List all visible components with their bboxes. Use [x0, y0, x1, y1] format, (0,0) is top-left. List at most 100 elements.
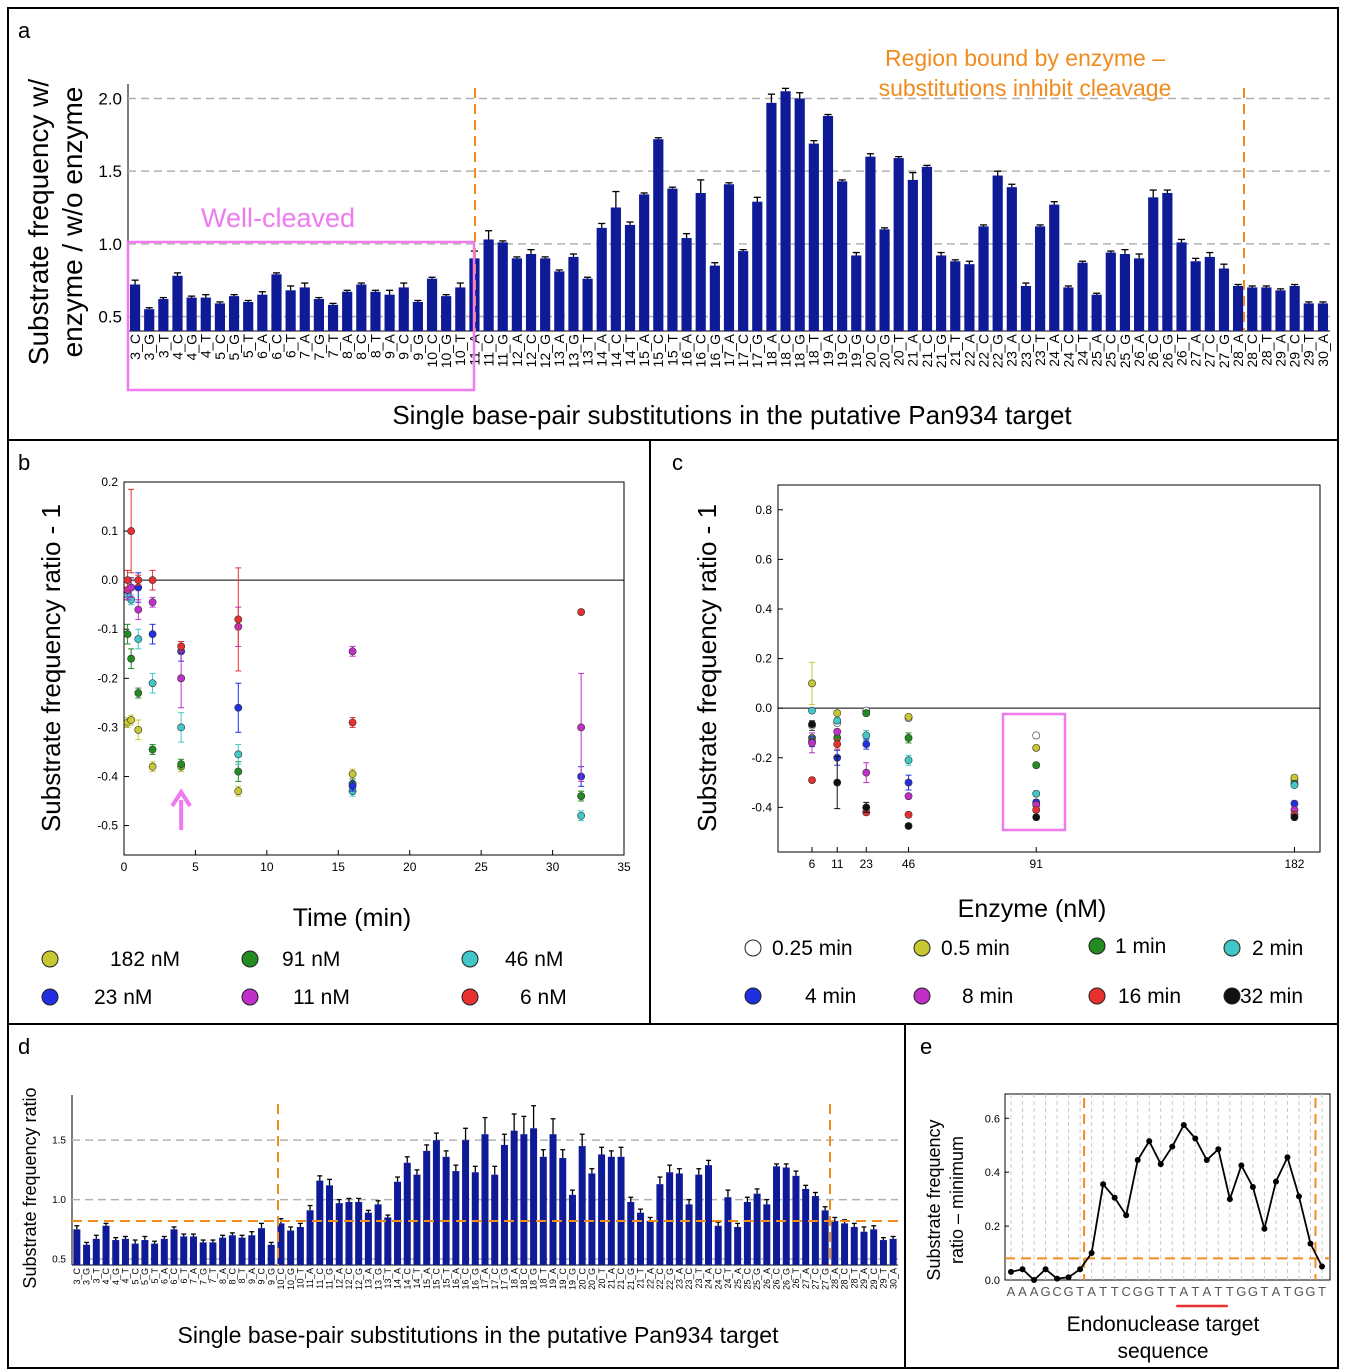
bar [539, 1156, 547, 1265]
data-point [1290, 781, 1299, 789]
data-point [904, 712, 913, 721]
panel-label-a: a [18, 18, 31, 43]
bar [743, 1201, 751, 1265]
x-tick-label: 26_T [791, 1267, 801, 1288]
highlight-box [1001, 712, 1067, 832]
bar [129, 284, 141, 331]
x-tick-label: 15_T [441, 1267, 451, 1288]
bar [180, 1236, 188, 1265]
y-tick-label: -0.4 [97, 769, 118, 783]
data-point [127, 716, 136, 724]
x-tick-label: 21_C [616, 1267, 626, 1289]
legend-marker [1088, 937, 1106, 955]
bar [1119, 253, 1131, 331]
bar [646, 1221, 654, 1265]
x-tick-label: 3_C [72, 1268, 82, 1285]
y-tick-label: 0.0 [755, 701, 772, 715]
sequence-letter: A [1202, 1284, 1211, 1299]
x-tick-label: 5_T [240, 334, 256, 359]
legend-label: 23 nM [94, 986, 152, 1009]
bar [257, 1228, 265, 1265]
bar [520, 1134, 528, 1265]
bar [83, 1244, 91, 1265]
data-point [1192, 1135, 1199, 1142]
data-point [234, 750, 243, 759]
x-tick-label: 19_A [820, 333, 836, 366]
sequence-letter: T [1283, 1284, 1291, 1299]
x-tick-label: 21_A [606, 1268, 616, 1289]
legend-marker [744, 939, 762, 957]
x-tick-label: 29_A [1272, 333, 1288, 366]
legend-label: 182 nM [110, 948, 180, 971]
legend-label: 46 nM [505, 948, 563, 971]
data-point [904, 778, 913, 787]
bar [705, 1165, 713, 1265]
sequence-letter: G [1064, 1284, 1074, 1299]
x-tick-label: 4_T [121, 1268, 131, 1284]
bar [695, 192, 706, 331]
bar [724, 1197, 732, 1265]
x-tick-label: 14_C [608, 334, 624, 367]
x-tick-label: 24_T [723, 1267, 733, 1288]
x-tick-label: 21_C [919, 334, 935, 367]
bar [870, 1229, 878, 1265]
x-tick-label: 7_A [189, 1268, 199, 1284]
x-tick-label: 25_G [1117, 334, 1133, 368]
y-tick-label: 1.5 [52, 1136, 66, 1147]
region-annotation-line2: substitutions inhibit cleavage [879, 75, 1172, 101]
bar [510, 1130, 518, 1265]
bar [653, 139, 664, 331]
x-tick-label: 11_G [495, 334, 511, 367]
data-point [904, 810, 913, 819]
bar [287, 1230, 295, 1265]
bar [1247, 287, 1258, 331]
sequence-letter: G [1248, 1284, 1258, 1299]
data-point [1032, 743, 1041, 752]
chart-d: 0.51.01.53_C 3_G 3_T 4_C 4_G 4_T 5_C 5_G 5_T 6_A 6… [20, 1087, 898, 1348]
legend-label: 11 nM [293, 986, 350, 1009]
x-tick-label: 29_T [879, 1267, 889, 1288]
bar [228, 296, 240, 331]
x-tick-label: 23_T [694, 1267, 704, 1288]
data-point [134, 605, 143, 614]
x-tick-label: 10_G [286, 1268, 296, 1290]
data-point [177, 723, 186, 732]
x-tick-label: 12_C [344, 1267, 354, 1289]
x-tick-label: 15_A [422, 1268, 432, 1289]
x-tick-label: 27_A [801, 1268, 811, 1289]
x-tick-label: 25_A [733, 1268, 743, 1289]
x-tick-label: 29_T [1301, 334, 1317, 366]
x-tick-label: 28_T [1258, 334, 1274, 366]
bar [773, 1166, 781, 1265]
bar [144, 309, 155, 331]
data-point [1065, 1274, 1072, 1281]
bar [238, 1237, 246, 1265]
bar [345, 1201, 353, 1265]
x-tick-label: 16_A [678, 333, 694, 366]
data-point [1169, 1143, 1176, 1150]
bar [452, 1171, 460, 1265]
bar [568, 1194, 576, 1265]
data-point [833, 716, 842, 725]
y-tick-label: 0.4 [755, 602, 772, 616]
x-tick-label: 11_G [325, 1268, 335, 1289]
x-tick-label: 12_C [523, 334, 539, 367]
x-tick-label: 22_G [990, 334, 1006, 368]
plot-frame [1004, 1093, 1331, 1281]
x-tick-label: 21_A [905, 333, 921, 366]
bar [511, 258, 522, 331]
x-tick-label: 25_A [1089, 333, 1105, 366]
x-tick-label: 3_T [91, 1268, 101, 1284]
x-tick-label: 9_A [382, 333, 398, 359]
bar [267, 1244, 275, 1265]
panel-label-d: d [18, 1034, 30, 1059]
x-tick-label: 19_A [548, 1268, 558, 1289]
x-tick-label: 15_A [636, 333, 652, 366]
x-tick-label: 7_G [198, 1268, 208, 1285]
legend-label: 4 min [805, 985, 856, 1008]
y-tick-label: 2.0 [98, 89, 122, 108]
legend-marker [41, 988, 59, 1006]
data-point [234, 615, 243, 624]
data-point [1238, 1162, 1245, 1169]
bar [578, 1146, 586, 1265]
